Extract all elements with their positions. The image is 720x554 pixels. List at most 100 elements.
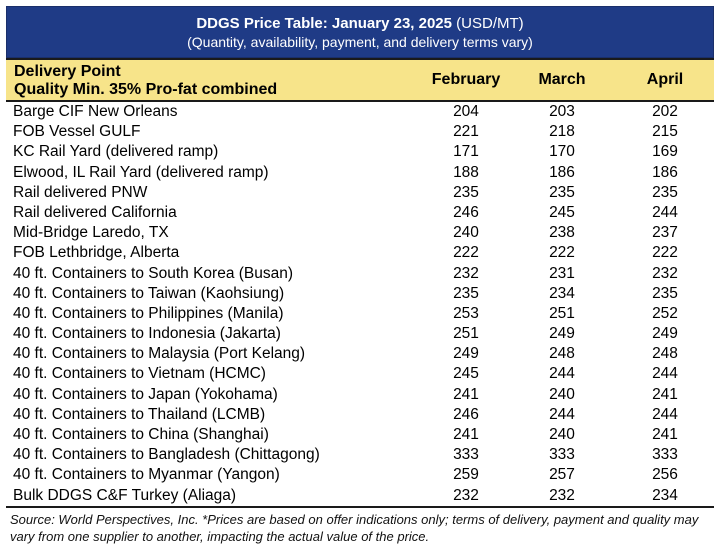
table-row: 40 ft. Containers to Indonesia (Jakarta)… (6, 324, 714, 344)
table-row: KC Rail Yard (delivered ramp) 171 170 169 (6, 142, 714, 162)
april-price-cell: 241 (652, 426, 678, 443)
march-price-cell: 251 (549, 304, 575, 322)
february-price-cell: 253 (453, 304, 479, 322)
april-price-cell: 186 (652, 163, 678, 181)
march-price-cell: 248 (549, 345, 575, 363)
table-body: Barge CIF New Orleans 204 203 202 FOB Vessel… (6, 102, 714, 508)
february-price-cell: 251 (453, 325, 479, 343)
february-price-cell: 235 (453, 183, 479, 201)
march-price-cell: 240 (549, 385, 575, 403)
table-row: Bulk DDGS C&F Turkey (Aliaga) 232 232 234 (6, 486, 714, 506)
delivery-point-cell: 40 ft. Containers to China (Shanghai) (13, 426, 269, 443)
delivery-point-cell: 40 ft. Containers to Japan (Yokohama) (13, 385, 278, 403)
march-price-cell: 257 (549, 466, 575, 484)
april-price-cell: 235 (652, 284, 678, 302)
february-price-cell: 259 (453, 466, 479, 484)
title-main: DDGS Price Table: January 23, 2025 (196, 15, 452, 32)
april-price-cell: 222 (652, 244, 678, 262)
april-price-cell: 235 (652, 183, 678, 201)
february-price-cell: 240 (453, 224, 479, 242)
february-price-cell: 204 (453, 103, 479, 120)
april-price-cell: 248 (652, 345, 678, 363)
header-quality-label: Quality Min. 35% Pro-fat combined (14, 81, 278, 98)
header-march: March (538, 71, 586, 88)
title-units: (USD/MT) (456, 15, 524, 32)
february-price-cell: 246 (453, 203, 479, 221)
table-row: 40 ft. Containers to Philippines (Manila… (6, 304, 714, 324)
february-price-cell: 232 (453, 486, 479, 504)
table-subtitle: (Quantity, availability, payment, and de… (187, 34, 533, 50)
february-price-cell: 232 (453, 264, 479, 282)
header-delivery-point-label: Delivery Point (14, 63, 121, 80)
delivery-point-cell: 40 ft. Containers to South Korea (Busan) (13, 264, 294, 282)
march-price-cell: 238 (549, 224, 575, 242)
april-price-cell: 215 (652, 123, 678, 141)
delivery-point-cell: Elwood, IL Rail Yard (delivered ramp) (13, 163, 269, 181)
march-price-cell: 186 (549, 163, 575, 181)
april-price-cell: 169 (652, 143, 678, 161)
table-row: 40 ft. Containers to Japan (Yokohama) 241… (6, 385, 714, 405)
march-price-cell: 170 (549, 143, 575, 161)
february-price-cell: 235 (453, 284, 479, 302)
february-price-cell: 221 (453, 123, 479, 141)
february-price-cell: 222 (453, 244, 479, 262)
delivery-point-cell: KC Rail Yard (delivered ramp) (13, 143, 219, 161)
april-price-cell: 252 (652, 304, 678, 322)
table-row: FOB Vessel GULF 221 218 215 (6, 122, 714, 142)
march-price-cell: 240 (549, 426, 575, 443)
april-price-cell: 244 (652, 203, 678, 221)
february-price-cell: 241 (453, 385, 479, 403)
table-row: Mid-Bridge Laredo, TX 240 238 237 (6, 223, 714, 243)
table-row: Rail delivered California 246 245 244 (6, 203, 714, 223)
table-row: Rail delivered PNW 235 235 235 (6, 183, 714, 203)
delivery-point-cell: Mid-Bridge Laredo, TX (13, 224, 169, 242)
april-price-cell: 234 (652, 486, 678, 504)
april-price-cell: 249 (652, 325, 678, 343)
table-header: Delivery Point Quality Min. 35% Pro-fat … (6, 58, 714, 102)
title-bar: DDGS Price Table: January 23, 2025 (USD/… (6, 6, 714, 58)
april-price-cell: 244 (652, 365, 678, 383)
delivery-point-cell: Barge CIF New Orleans (13, 103, 178, 120)
march-price-cell: 235 (549, 183, 575, 201)
april-price-cell: 202 (652, 103, 678, 120)
header-delivery-point: Delivery Point Quality Min. 35% Pro-fat … (14, 63, 277, 99)
delivery-point-cell: FOB Vessel GULF (13, 123, 141, 141)
march-price-cell: 245 (549, 203, 575, 221)
march-price-cell: 218 (549, 123, 575, 141)
price-table: DDGS Price Table: January 23, 2025 (USD/… (6, 6, 714, 545)
march-price-cell: 231 (549, 264, 575, 282)
table-row: 40 ft. Containers to China (Shanghai) 241… (6, 425, 714, 445)
april-price-cell: 333 (652, 446, 678, 464)
delivery-point-cell: 40 ft. Containers to Bangladesh (Chittag… (13, 446, 320, 464)
march-price-cell: 244 (549, 365, 575, 383)
march-price-cell: 203 (549, 103, 575, 120)
table-row: Barge CIF New Orleans 204 203 202 (6, 102, 714, 122)
delivery-point-cell: FOB Lethbridge, Alberta (13, 244, 180, 262)
february-price-cell: 188 (453, 163, 479, 181)
delivery-point-cell: 40 ft. Containers to Myanmar (Yangon) (13, 466, 280, 484)
delivery-point-cell: Bulk DDGS C&F Turkey (Aliaga) (13, 486, 237, 504)
february-price-cell: 333 (453, 446, 479, 464)
march-price-cell: 222 (549, 244, 575, 262)
table-row: Elwood, IL Rail Yard (delivered ramp) 188… (6, 163, 714, 183)
april-price-cell: 237 (652, 224, 678, 242)
table-row: 40 ft. Containers to Bangladesh (Chittag… (6, 445, 714, 465)
march-price-cell: 249 (549, 325, 575, 343)
delivery-point-cell: 40 ft. Containers to Taiwan (Kaohsiung) (13, 284, 285, 302)
april-price-cell: 256 (652, 466, 678, 484)
table-row: 40 ft. Containers to Vietnam (HCMC) 245 24… (6, 364, 714, 384)
table-row: 40 ft. Containers to Thailand (LCMB) 246 2… (6, 405, 714, 425)
february-price-cell: 249 (453, 345, 479, 363)
table-row: 40 ft. Containers to Malaysia (Port Kela… (6, 344, 714, 364)
footnote: Source: World Perspectives, Inc. *Prices… (10, 511, 699, 544)
february-price-cell: 245 (453, 365, 479, 383)
march-price-cell: 244 (549, 405, 575, 423)
february-price-cell: 171 (453, 143, 479, 161)
february-price-cell: 241 (453, 426, 479, 443)
delivery-point-cell: 40 ft. Containers to Philippines (Manila… (13, 304, 284, 322)
delivery-point-cell: Rail delivered California (13, 203, 177, 221)
march-price-cell: 234 (549, 284, 575, 302)
delivery-point-cell: 40 ft. Containers to Malaysia (Port Kela… (13, 345, 306, 363)
table-row: 40 ft. Containers to Myanmar (Yangon) 259… (6, 465, 714, 485)
april-price-cell: 241 (652, 385, 678, 403)
